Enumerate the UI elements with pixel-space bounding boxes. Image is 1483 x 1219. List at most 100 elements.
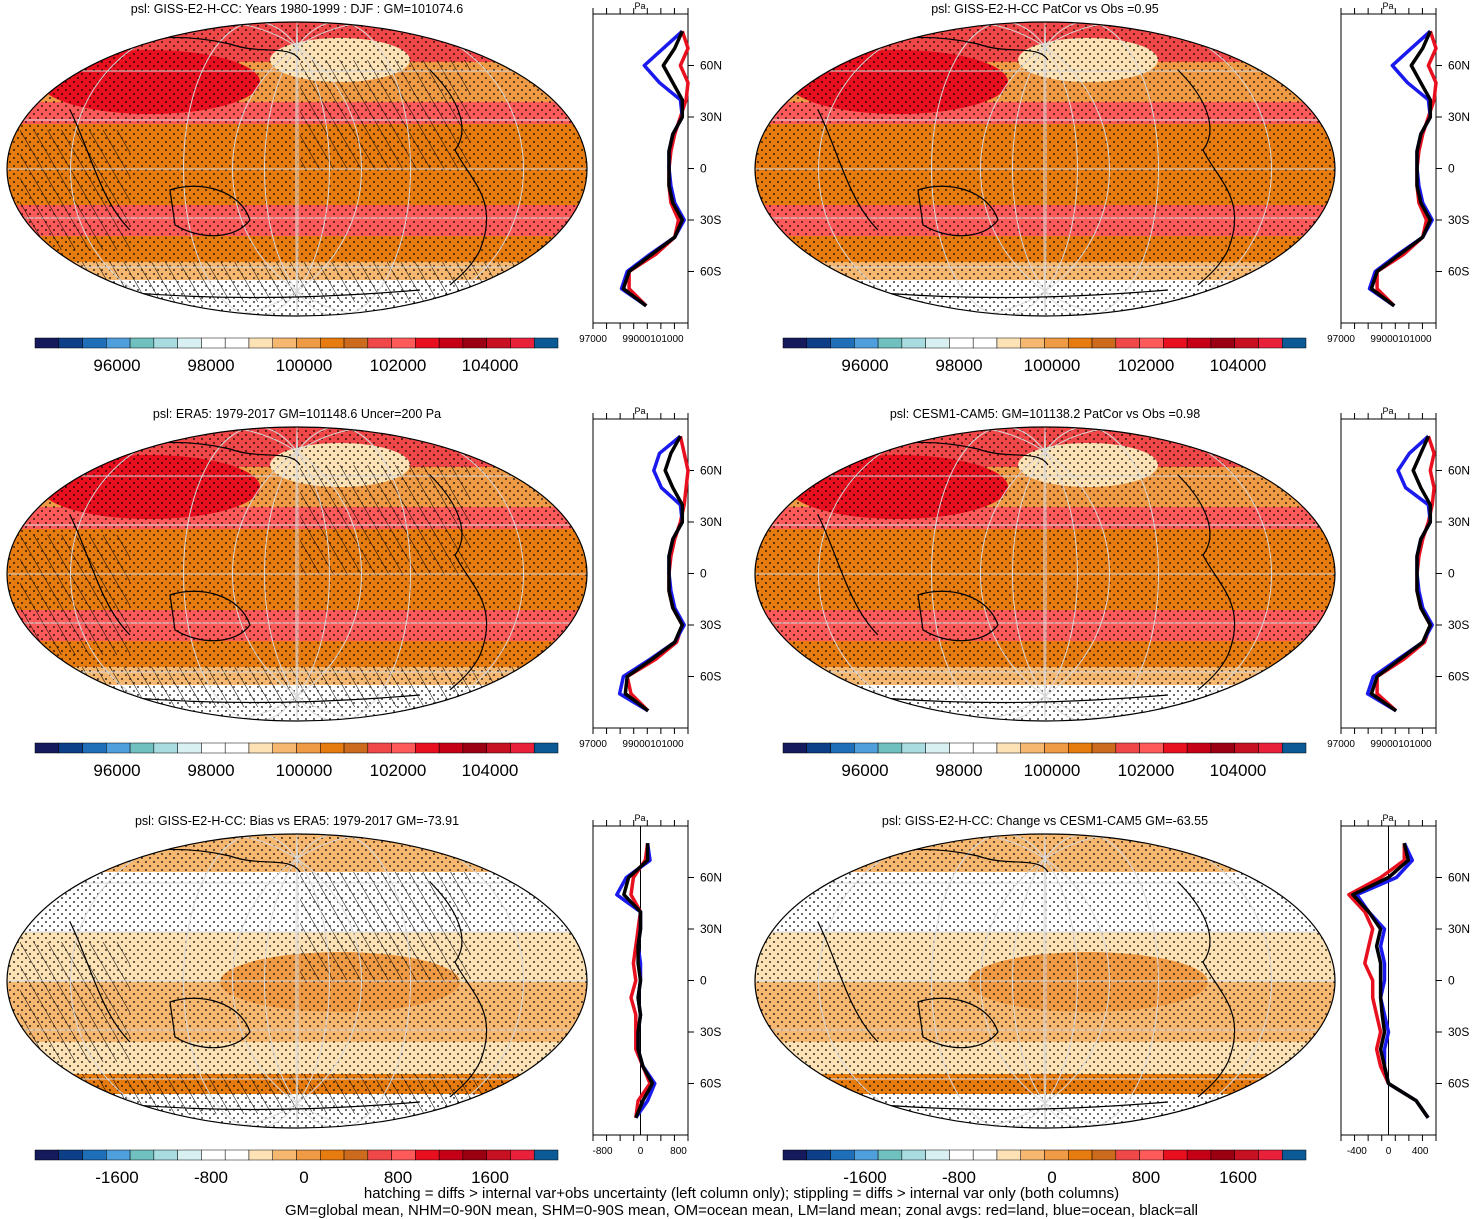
- colorbar-box: [201, 337, 226, 349]
- colorbar-box: [415, 1149, 440, 1161]
- colorbar-box: [486, 337, 511, 349]
- colorbar-box: [1186, 742, 1212, 754]
- colorbar-box: [877, 1149, 903, 1161]
- colorbar-tick-label: 102000: [370, 356, 427, 375]
- colorbar-box: [1139, 1149, 1164, 1161]
- x-tick-label: 97000: [1327, 334, 1355, 345]
- colorbar-box: [391, 1149, 416, 1161]
- coastline: [59, 848, 488, 1111]
- colorbar-box: [925, 742, 950, 754]
- lat-tick-label: 60N: [1448, 871, 1470, 885]
- lat-tick-label: 30S: [1448, 618, 1469, 632]
- series-line-all: [623, 435, 685, 713]
- colorbar-box: [272, 742, 297, 754]
- colorbar-box: [925, 337, 950, 349]
- series-line-all: [1369, 435, 1433, 713]
- lat-tick-label: 60N: [700, 59, 722, 73]
- colorbar-tick-label: -1600: [95, 1168, 138, 1187]
- colorbar-box: [129, 337, 155, 349]
- colorbar-box: [830, 742, 855, 754]
- series-line-all: [622, 843, 655, 1119]
- colorbar-box: [320, 337, 345, 349]
- colorbar-box: [201, 1149, 226, 1161]
- colorbar-box: [367, 742, 392, 754]
- colorbar-box: [320, 1149, 345, 1161]
- panel-p5: psl: GISS-E2-H-CC: Bias vs ERA5: 1979-20…: [6, 813, 722, 1187]
- map-border: [6, 833, 588, 1129]
- lat-tick-label: 30S: [700, 618, 721, 632]
- profile-frame: [1340, 418, 1437, 729]
- profile-unit-label: Pa: [634, 1, 645, 11]
- colorbar-box: [1210, 742, 1235, 754]
- colorbar-tick-label: 1600: [471, 1168, 509, 1187]
- colorbar-box: [153, 1149, 178, 1161]
- colorbar-box: [1234, 1149, 1259, 1161]
- colorbar-box: [106, 337, 131, 349]
- lat-tick-label: 60N: [700, 871, 722, 885]
- colorbar-box: [949, 1149, 974, 1161]
- colorbar-box: [1234, 337, 1259, 349]
- colorbar-tick-label: 104000: [1210, 356, 1267, 375]
- profile-unit-label: Pa: [1382, 406, 1393, 416]
- hatching-pattern: [20, 130, 130, 250]
- coastline: [59, 441, 488, 704]
- colorbar-box: [462, 337, 487, 349]
- colorbar-box: [153, 742, 178, 754]
- coastline: [807, 441, 1236, 704]
- colorbar-box: [1115, 742, 1140, 754]
- x-tick-label: 97000: [579, 739, 607, 750]
- colorbar-box: [462, 742, 487, 754]
- lat-tick-label: 30N: [700, 110, 722, 124]
- x-tick-label: 400: [1412, 1146, 1429, 1157]
- colorbar-tick-label: 800: [1132, 1168, 1160, 1187]
- colorbar-box: [248, 742, 273, 754]
- map-border: [754, 21, 1336, 317]
- colorbar-box: [782, 1149, 808, 1161]
- hatching-pattern: [20, 942, 130, 1062]
- colorbar-box: [1210, 337, 1235, 349]
- colorbar-tick-label: 96000: [841, 761, 888, 780]
- colorbar-box: [177, 742, 202, 754]
- colorbar-tick-label: 98000: [187, 356, 234, 375]
- colorbar-tick-label: 100000: [276, 761, 333, 780]
- colorbar-box: [1186, 337, 1212, 349]
- series-line-all: [621, 30, 685, 308]
- colorbar-box: [877, 337, 903, 349]
- colorbar-box: [58, 1149, 83, 1161]
- colorbar-box: [949, 337, 974, 349]
- lat-tick-label: 30N: [700, 515, 722, 529]
- panel-p1: psl: GISS-E2-H-CC: Years 1980-1999 : DJF…: [6, 1, 722, 375]
- colorbar-box: [224, 742, 250, 754]
- colorbar-box: [438, 337, 464, 349]
- hatching-pattern: [300, 60, 470, 170]
- map-border: [6, 426, 588, 722]
- x-tick-label: 99000101000: [1370, 334, 1432, 345]
- colorbar-box: [34, 337, 60, 349]
- colorbar-box: [82, 337, 107, 349]
- colorbar-box: [34, 742, 60, 754]
- colorbar-box: [1091, 742, 1117, 754]
- colorbar-box: [415, 337, 440, 349]
- colorbar-box: [1044, 742, 1069, 754]
- colorbar-tick-label: 104000: [462, 761, 519, 780]
- colorbar-box: [533, 1149, 559, 1161]
- colorbar-box: [854, 337, 879, 349]
- profile-frame: [592, 418, 689, 729]
- x-tick-label: 0: [1386, 1146, 1392, 1157]
- colorbar-tick-label: 98000: [187, 761, 234, 780]
- map-field: [755, 834, 1335, 1128]
- colorbar-box: [972, 337, 998, 349]
- colorbar-box: [129, 742, 155, 754]
- colorbar-box: [972, 742, 998, 754]
- colorbar-tick-label: -800: [194, 1168, 228, 1187]
- colorbar-box: [415, 742, 440, 754]
- panel-title: psl: GISS-E2-H-CC: Change vs CESM1-CAM5 …: [882, 814, 1208, 828]
- colorbar-tick-label: 96000: [93, 356, 140, 375]
- colorbar-box: [224, 1149, 250, 1161]
- lat-tick-label: 60N: [1448, 59, 1470, 73]
- colorbar-tick-label: 102000: [370, 761, 427, 780]
- colorbar-box: [248, 1149, 273, 1161]
- colorbar-tick-label: 100000: [1024, 761, 1081, 780]
- x-tick-label: 97000: [579, 334, 607, 345]
